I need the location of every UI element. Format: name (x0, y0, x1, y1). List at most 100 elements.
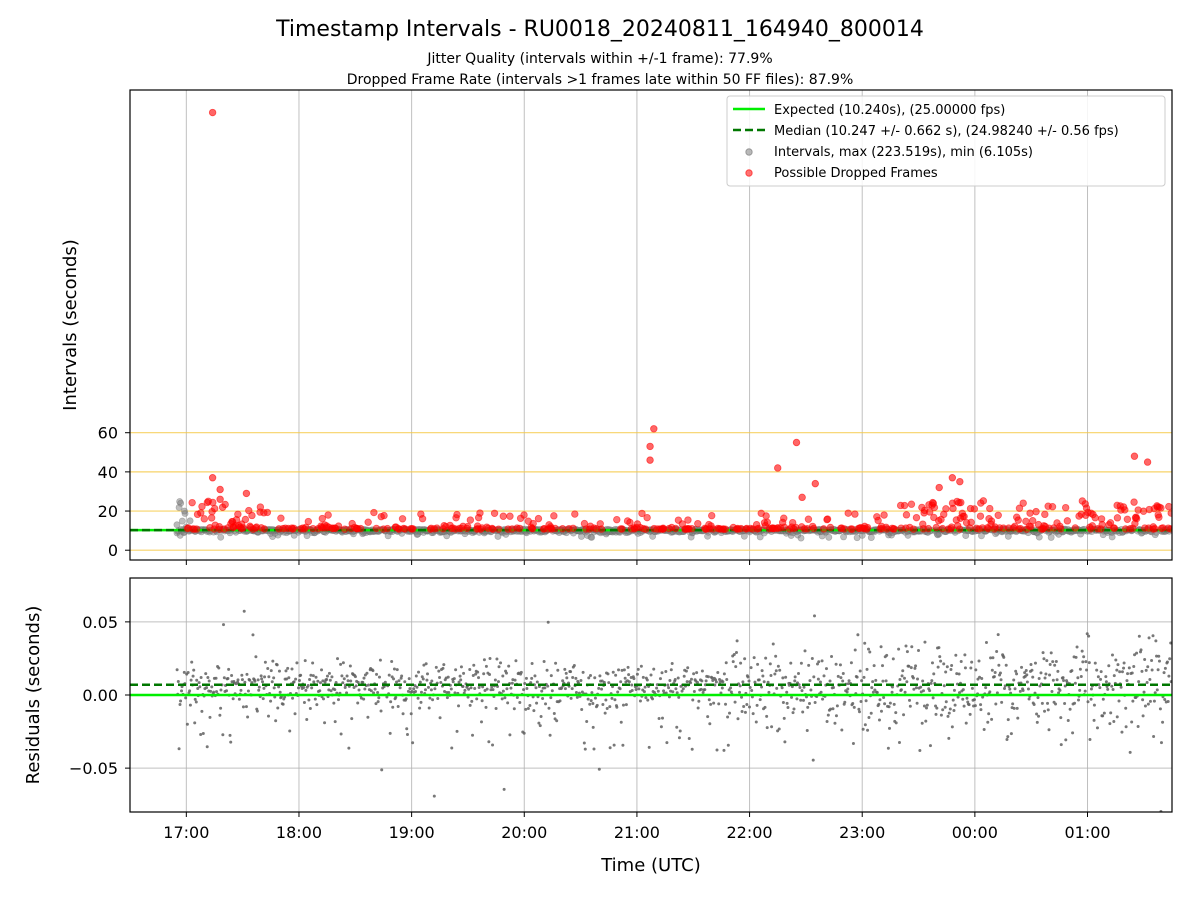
residual-point (729, 690, 733, 694)
residual-point (1099, 677, 1103, 681)
residual-point (592, 747, 596, 751)
residual-point (785, 701, 789, 705)
dropped-frame-point (1098, 520, 1106, 529)
residual-point (542, 659, 546, 663)
residual-point (1027, 697, 1031, 701)
legend-intervals-marker (745, 148, 753, 156)
residual-point (197, 681, 201, 685)
residual-point (1112, 720, 1116, 724)
residual-point (952, 688, 956, 692)
dropped-frame-point (571, 510, 579, 518)
residual-point (699, 687, 703, 691)
residual-point (555, 719, 559, 723)
residual-point (438, 716, 442, 720)
residual-point (1030, 668, 1034, 672)
residual-point (1104, 680, 1108, 684)
residual-point (773, 672, 777, 676)
residual-point (828, 679, 832, 683)
legend-dropped-marker (745, 169, 753, 177)
x-axis-label: Time (UTC) (600, 855, 701, 876)
residual-point (471, 733, 475, 737)
residual-point (657, 716, 661, 720)
residual-point (281, 702, 285, 706)
residual-point (1066, 718, 1070, 722)
residual-point (676, 676, 680, 680)
dropped-frame-point (463, 522, 472, 531)
residual-point (408, 687, 412, 691)
residual-point (431, 698, 435, 702)
dropped-frame-point (372, 524, 381, 533)
residual-point (275, 663, 279, 667)
residual-point (888, 726, 892, 730)
dropped-frame-point (239, 524, 247, 532)
residual-point (1122, 666, 1126, 670)
residual-point (714, 680, 718, 684)
residual-point (257, 688, 261, 692)
residual-point (190, 660, 194, 664)
residual-point (970, 660, 974, 664)
residual-point (494, 706, 498, 710)
residual-point (986, 720, 990, 724)
residual-point (294, 677, 298, 681)
residual-point (524, 676, 528, 680)
residual-point (802, 685, 806, 689)
residual-point (353, 675, 357, 679)
residual-point (839, 676, 843, 680)
residual-point (507, 664, 511, 668)
residual-point (346, 679, 350, 683)
residual-point (1015, 672, 1019, 676)
residual-point (554, 661, 558, 665)
residual-point (231, 697, 235, 701)
residual-point (732, 653, 736, 657)
residual-point (809, 688, 813, 692)
residual-point (987, 712, 991, 716)
residual-point (928, 689, 932, 693)
residual-point (1071, 731, 1075, 735)
residual-point (491, 743, 495, 747)
dropped-frame-point (762, 512, 770, 520)
dropped-frame-point (820, 525, 828, 533)
residual-point (198, 685, 202, 689)
residual-point (910, 645, 914, 649)
residual-point (291, 696, 295, 700)
residual-point (618, 687, 622, 691)
residual-point (333, 688, 337, 692)
dropped-frame-point (1123, 515, 1132, 523)
residual-point (528, 704, 532, 708)
dropped-frame-point (957, 498, 965, 507)
residual-point (1152, 699, 1156, 703)
residual-point (1058, 688, 1062, 692)
residual-point (255, 709, 259, 713)
legend-expected-label: Expected (10.240s), (25.00000 fps) (774, 103, 1005, 118)
x-tick-label: 01:00 (1064, 823, 1110, 842)
dropped-frame-point (1019, 499, 1027, 507)
dropped-frame-point (1027, 523, 1035, 531)
dropped-frame-point (643, 513, 651, 522)
residual-point (529, 681, 533, 685)
residual-point (619, 680, 623, 684)
dropped-frame-point (721, 525, 730, 533)
residual-point (274, 719, 278, 723)
residual-point (784, 675, 788, 679)
residual-point (1111, 687, 1115, 691)
residual-point (1117, 699, 1121, 703)
residual-point (961, 688, 965, 692)
residual-point (738, 690, 742, 694)
residual-point (304, 688, 308, 692)
residual-point (243, 680, 247, 684)
residual-point (488, 657, 492, 661)
residual-point (965, 696, 969, 700)
residual-point (495, 657, 499, 661)
residual-point (1140, 669, 1144, 673)
residual-point (1009, 732, 1013, 736)
residual-point (245, 672, 249, 676)
residual-point (574, 691, 578, 695)
residual-point (1162, 671, 1166, 675)
dropped-frame-point (380, 511, 388, 520)
interval-point (797, 534, 805, 542)
residual-point (811, 758, 815, 762)
residual-point (932, 672, 936, 676)
residual-point (664, 669, 668, 673)
residual-point (749, 666, 753, 670)
residual-point (881, 679, 885, 683)
